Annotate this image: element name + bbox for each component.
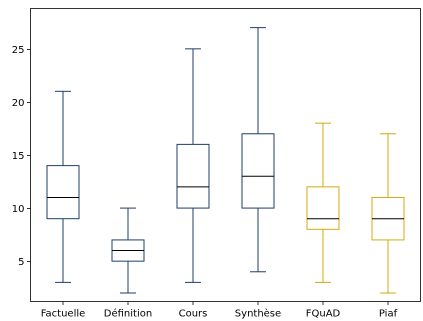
y-tick-label: 25	[12, 45, 25, 56]
x-tick-label: Définition	[104, 308, 152, 320]
plot-area: 5 10 15 20 25 Factuelle Définition Cours Synthès…	[12, 8, 421, 320]
y-tick-label: 15	[12, 151, 25, 162]
axes-frame	[30, 8, 421, 302]
x-tick-label: Factuelle	[41, 309, 86, 320]
box-fquad	[306, 186, 340, 230]
y-tick-label: 5	[18, 257, 24, 268]
box-cours	[176, 143, 210, 209]
y-tick-label: 20	[12, 98, 25, 109]
box-synthèse	[241, 133, 275, 209]
y-tick-label: 10	[12, 204, 25, 215]
x-tick-label: Cours	[179, 309, 208, 320]
x-tick-label: Synthèse	[235, 308, 281, 320]
x-tick-label: FQuAD	[306, 309, 341, 320]
x-tick-label: Piaf	[379, 309, 398, 320]
box-factuelle	[46, 165, 80, 220]
